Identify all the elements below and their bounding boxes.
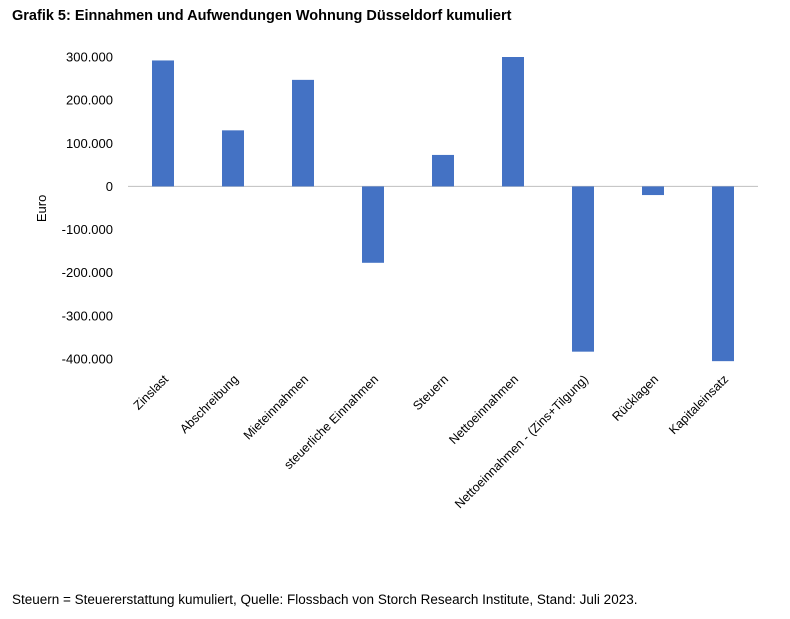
- bar: [292, 79, 314, 187]
- bars: [152, 57, 734, 362]
- x-category-label: Zinslast: [131, 372, 172, 413]
- bar: [152, 60, 174, 187]
- y-tick-label: -200.000: [62, 265, 113, 280]
- bar: [572, 186, 594, 352]
- y-tick-label: 300.000: [66, 50, 113, 65]
- bar: [642, 186, 664, 196]
- y-tick-label: -400.000: [62, 352, 113, 367]
- bar: [432, 154, 454, 187]
- bar-chart: Euro 300.000 200.000 100.000 0 -100.000 -200.…: [34, 50, 758, 511]
- y-tick-label: 0: [106, 179, 113, 194]
- bar: [222, 130, 244, 187]
- bar: [712, 186, 734, 362]
- y-tick-label: 200.000: [66, 93, 113, 108]
- y-axis-label: Euro: [34, 195, 49, 222]
- chart-title: Grafik 5: Einnahmen und Aufwendungen Woh…: [12, 8, 512, 24]
- x-axis-categories: Zinslast Abschreibung Mieteinnahmensteuerl…: [131, 372, 731, 511]
- x-category-label: Mieteinnahmen: [241, 372, 311, 442]
- y-tick-label: -300.000: [62, 308, 113, 323]
- x-category-label: Steuern: [410, 372, 451, 413]
- x-category-label: Nettoeinnahmen - (Zins+Tilgung): [452, 372, 591, 511]
- bar: [362, 186, 384, 263]
- x-category-label: Nettoeinnahmen: [446, 372, 521, 447]
- bar: [502, 57, 524, 187]
- y-tick-label: -100.000: [62, 222, 113, 237]
- x-category-label: Abschreibung: [177, 372, 241, 436]
- x-category-label: Kapitaleinsatz: [666, 372, 731, 437]
- x-category-label: Rücklagen: [609, 372, 661, 424]
- y-tick-label: 100.000: [66, 136, 113, 151]
- y-axis-ticks: 300.000 200.000 100.000 0 -100.000 -200.000 -3…: [62, 50, 113, 367]
- footnote: Steuern = Steuererstattung kumuliert, Qu…: [12, 592, 638, 607]
